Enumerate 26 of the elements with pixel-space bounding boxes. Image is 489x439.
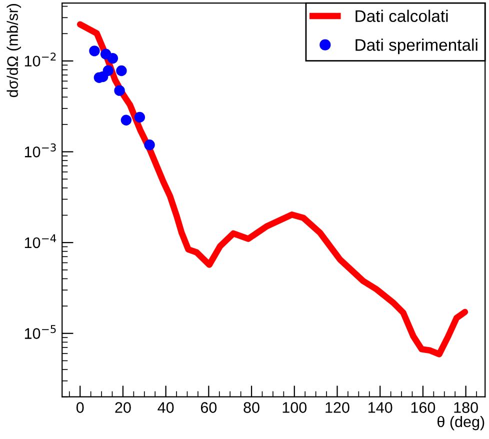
y-tick-label: 10$^{−2}$ <box>24 52 56 67</box>
point <box>144 140 155 150</box>
x-tick-label: 80 <box>244 402 260 413</box>
x-tick-label: 40 <box>158 402 174 413</box>
point <box>107 52 118 64</box>
x-tick-label: 180 <box>454 402 478 413</box>
x-axis-title: θ (deg) <box>437 416 484 430</box>
point <box>120 114 132 126</box>
y-tick-label: 10$^{−5}$ <box>24 325 56 339</box>
legend-label: Dati sperimentali <box>356 38 478 54</box>
point <box>89 46 100 56</box>
point <box>102 65 114 76</box>
point <box>116 65 127 76</box>
x-tick-label: 100 <box>282 402 307 413</box>
legend-label: Dati calcolati <box>356 10 448 22</box>
x-tick-label: 140 <box>368 402 392 413</box>
y-tick-label: 10$^{−4}$ <box>24 234 56 248</box>
point <box>134 112 146 123</box>
x-tick-label: 120 <box>326 402 350 413</box>
x-tick-label: 0 <box>76 402 84 413</box>
point <box>114 85 125 96</box>
x-tick-label: 60 <box>200 402 217 413</box>
x-tick-label: 20 <box>115 402 131 413</box>
y-tick-label: 10$^{−3}$ <box>24 143 56 158</box>
x-tick-label: 160 <box>411 402 436 413</box>
y-axis-title: dσ/dΩ (mb/sr) <box>6 4 21 98</box>
